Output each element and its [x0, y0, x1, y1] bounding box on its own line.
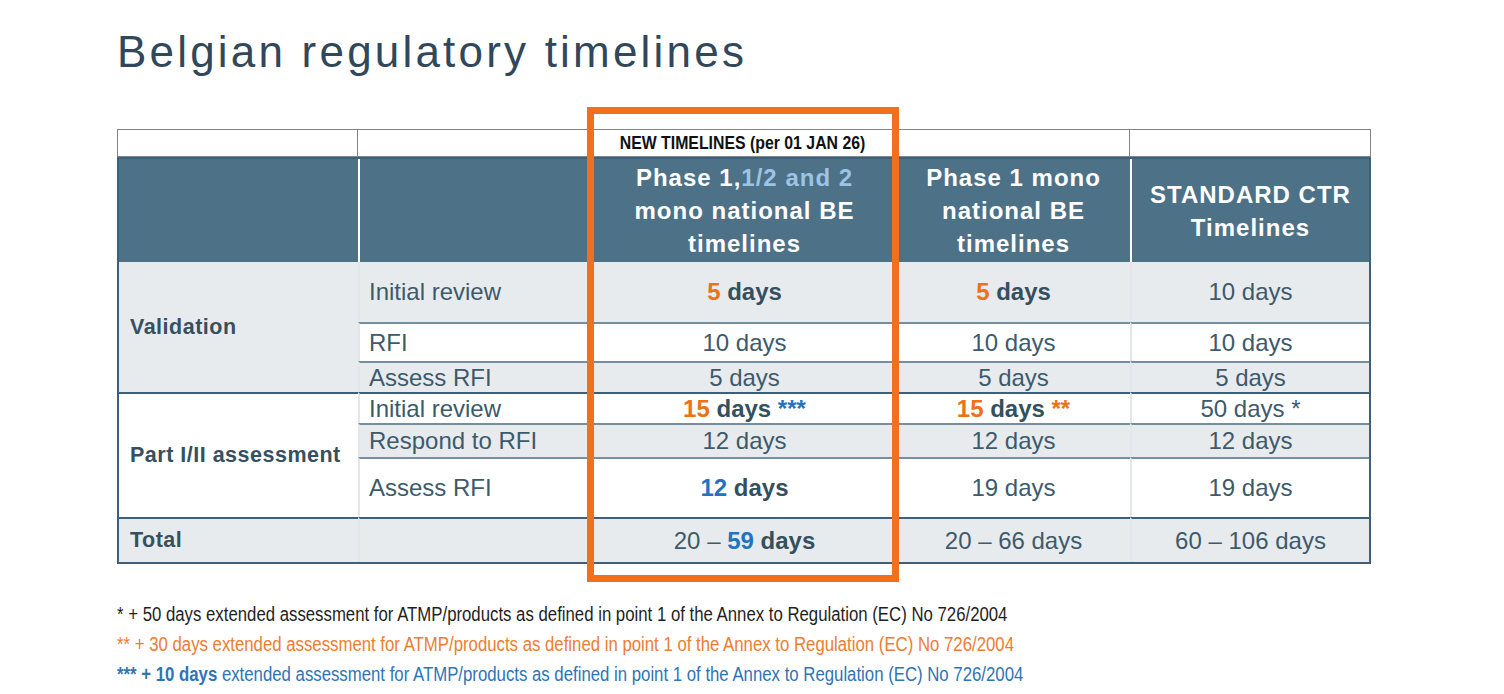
total-empty-col2 — [358, 517, 592, 562]
value-part-assess-rfi-standard: 19 days — [1130, 457, 1369, 517]
header-phase1-column: Phase 1 mono national BE timelines — [895, 159, 1130, 262]
value-assess-rfi-phase1: 5 days — [895, 361, 1130, 392]
total-standard: 60 – 106 days — [1130, 517, 1369, 562]
header-phase1-line3: timelines — [957, 227, 1070, 260]
total-phase1: 20 – 66 days — [895, 517, 1130, 562]
value-respond-rfi-standard: 12 days — [1130, 423, 1369, 457]
value-part-initial-review-phase1: 15 days ** — [895, 392, 1130, 423]
highlight-box — [587, 107, 899, 582]
row-label-assess-rfi-1: Assess RFI — [358, 361, 592, 392]
row-label-respond-to-rfi: Respond to RFI — [358, 423, 592, 457]
banner-cell-empty-1 — [118, 130, 358, 156]
footnote-1: * + 50 days extended assessment for ATMP… — [117, 603, 1007, 626]
banner-cell-empty-3 — [895, 130, 1130, 156]
header-phase1-line2: national BE — [942, 194, 1085, 227]
value-initial-review-phase1: 5 days — [895, 262, 1130, 322]
group-label-validation: Validation — [119, 262, 358, 392]
footnote-3: *** + 10 days extended assessment for AT… — [117, 663, 1023, 686]
row-label-rfi: RFI — [358, 322, 592, 361]
row-label-assess-rfi-2: Assess RFI — [358, 457, 592, 517]
value-respond-rfi-phase1: 12 days — [895, 423, 1130, 457]
banner-cell-empty-2 — [358, 130, 592, 156]
header-standard-ctr-column: STANDARD CTR Timelines — [1130, 159, 1369, 262]
total-label: Total — [119, 517, 358, 562]
header-standard-line2: Timelines — [1191, 211, 1310, 244]
group-label-part-assessment: Part I/II assessment — [119, 392, 358, 517]
value-initial-review-standard: 10 days — [1130, 262, 1369, 322]
row-label-initial-review-1: Initial review — [358, 262, 592, 322]
footnote-2: ** + 30 days extended assessment for ATM… — [117, 633, 1014, 656]
row-label-initial-review-2: Initial review — [358, 392, 592, 423]
header-phase1-line1: Phase 1 mono — [926, 161, 1101, 194]
value-rfi-phase1: 10 days — [895, 322, 1130, 361]
value-part-assess-rfi-phase1: 19 days — [895, 457, 1130, 517]
slide-title: Belgian regulatory timelines — [117, 30, 747, 74]
value-rfi-standard: 10 days — [1130, 322, 1369, 361]
value-assess-rfi-standard: 5 days — [1130, 361, 1369, 392]
header-standard-line1: STANDARD CTR — [1150, 178, 1351, 211]
header-empty-col2 — [358, 159, 592, 262]
value-part-initial-review-standard: 50 days * — [1130, 392, 1369, 423]
header-empty-col1 — [119, 159, 358, 262]
banner-cell-empty-4 — [1130, 130, 1368, 156]
